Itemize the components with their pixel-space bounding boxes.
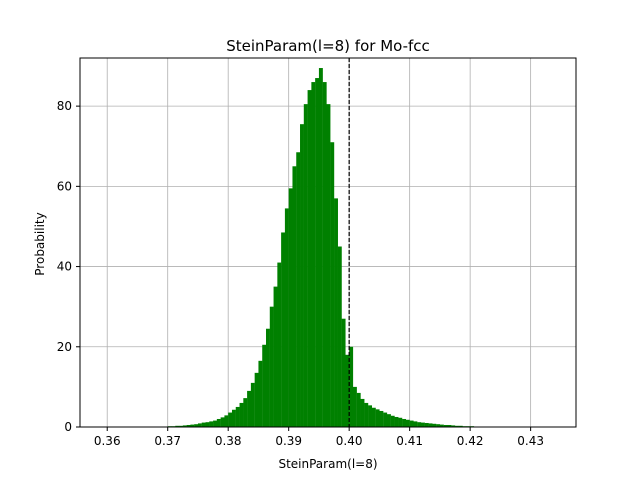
- histogram-bar: [364, 402, 369, 427]
- x-tick-label: 0.36: [94, 434, 121, 448]
- y-tick-label: 20: [57, 340, 72, 354]
- histogram-bar: [326, 104, 331, 427]
- x-tick-label: 0.41: [396, 434, 423, 448]
- histogram-bar: [288, 188, 293, 427]
- histogram-bar: [318, 68, 323, 428]
- y-axis-label: Probability: [33, 212, 47, 275]
- histogram-bar: [190, 424, 195, 427]
- histogram-bar: [311, 82, 316, 427]
- histogram-bar: [398, 417, 403, 427]
- y-axis-ticks: 0 20 40 60 80: [57, 99, 80, 434]
- x-tick-label: 0.39: [275, 434, 302, 448]
- histogram-bar: [213, 420, 218, 427]
- histogram-bar: [235, 406, 240, 427]
- histogram-bar: [439, 424, 444, 427]
- chart-title: SteinParam(l=8) for Mo-fcc: [226, 37, 430, 55]
- histogram-bar: [179, 425, 183, 427]
- histogram-bar: [197, 423, 202, 427]
- histogram-bar: [201, 422, 206, 427]
- histogram-bar: [349, 346, 354, 427]
- histogram-bar: [375, 409, 380, 427]
- histogram-bar: [254, 372, 259, 427]
- histogram-bar: [216, 418, 221, 427]
- histogram-bar: [436, 424, 441, 427]
- histogram-bar: [186, 424, 191, 427]
- histogram-bar: [224, 415, 229, 427]
- histogram-bar: [303, 104, 308, 427]
- histogram-bar: [273, 286, 278, 427]
- x-tick-label: 0.38: [215, 434, 242, 448]
- histogram-bar: [424, 422, 429, 427]
- histogram-bar: [432, 423, 437, 427]
- histogram-bar: [383, 412, 388, 427]
- x-axis-label: SteinParam(l=8): [278, 457, 377, 471]
- plot-frame: [79, 57, 577, 428]
- histogram-bar: [345, 354, 350, 427]
- histogram-bar: [247, 390, 252, 427]
- histogram-bar: [371, 407, 376, 427]
- histogram-bar: [307, 90, 312, 427]
- histogram-bar: [413, 421, 418, 427]
- histogram-bar: [409, 420, 414, 427]
- histogram-bar: [386, 414, 391, 427]
- histogram-bar: [292, 166, 297, 428]
- histogram-bar: [228, 412, 233, 427]
- histogram-bar: [296, 152, 301, 427]
- x-tick-label: 0.43: [517, 434, 544, 448]
- histogram-bar: [266, 328, 270, 427]
- x-axis-ticks: 0.36 0.37 0.38 0.39 0.40 0.41 0.42 0.43: [94, 427, 544, 448]
- y-tick-label: 40: [57, 260, 72, 274]
- histogram-bar: [417, 422, 422, 427]
- histogram-bar: [269, 306, 274, 427]
- histogram-bar: [250, 382, 255, 427]
- x-tick-label: 0.42: [457, 434, 484, 448]
- histogram-bar: [455, 425, 459, 427]
- histogram-bar: [405, 419, 410, 427]
- histogram-bar: [368, 405, 373, 427]
- histogram-bar: [402, 418, 407, 427]
- histogram-bar: [258, 360, 263, 427]
- histogram-bar: [360, 398, 365, 427]
- y-tick-label: 0: [64, 420, 72, 434]
- histogram-bar: [262, 344, 267, 427]
- histogram-bars: [107, 68, 531, 428]
- histogram-bar: [239, 402, 244, 427]
- histogram-bar: [281, 232, 286, 427]
- y-tick-label: 80: [57, 99, 72, 113]
- histogram-bar: [337, 246, 342, 427]
- histogram-bar: [205, 422, 210, 427]
- histogram-bar: [352, 386, 357, 427]
- y-tick-label: 60: [57, 179, 72, 193]
- histogram-bar: [428, 423, 433, 427]
- histogram-bar: [284, 208, 289, 427]
- histogram-bar: [315, 78, 320, 427]
- histogram-bar: [330, 142, 335, 427]
- histogram-bar: [182, 425, 187, 427]
- histogram-bar: [458, 425, 463, 427]
- histogram-bar: [175, 425, 180, 427]
- histogram-bar: [231, 409, 236, 427]
- histogram-bar: [390, 415, 395, 427]
- histogram-bar: [243, 398, 248, 427]
- histogram-bar: [334, 198, 338, 427]
- histogram-bar: [220, 417, 225, 427]
- histogram-bar: [322, 82, 327, 427]
- histogram-bar: [451, 425, 456, 427]
- histogram-bar: [443, 424, 448, 427]
- x-tick-label: 0.37: [154, 434, 181, 448]
- histogram-bar: [277, 262, 282, 427]
- histogram-bar: [356, 392, 361, 427]
- histogram-bar: [300, 124, 304, 427]
- histogram-bar: [379, 410, 384, 427]
- histogram-bar: [421, 422, 425, 427]
- x-tick-label: 0.40: [336, 434, 363, 448]
- histogram-bar: [209, 421, 214, 427]
- histogram-bar: [394, 416, 399, 427]
- histogram-bar: [341, 318, 346, 427]
- histogram-bar: [447, 424, 452, 427]
- histogram-bar: [194, 424, 199, 427]
